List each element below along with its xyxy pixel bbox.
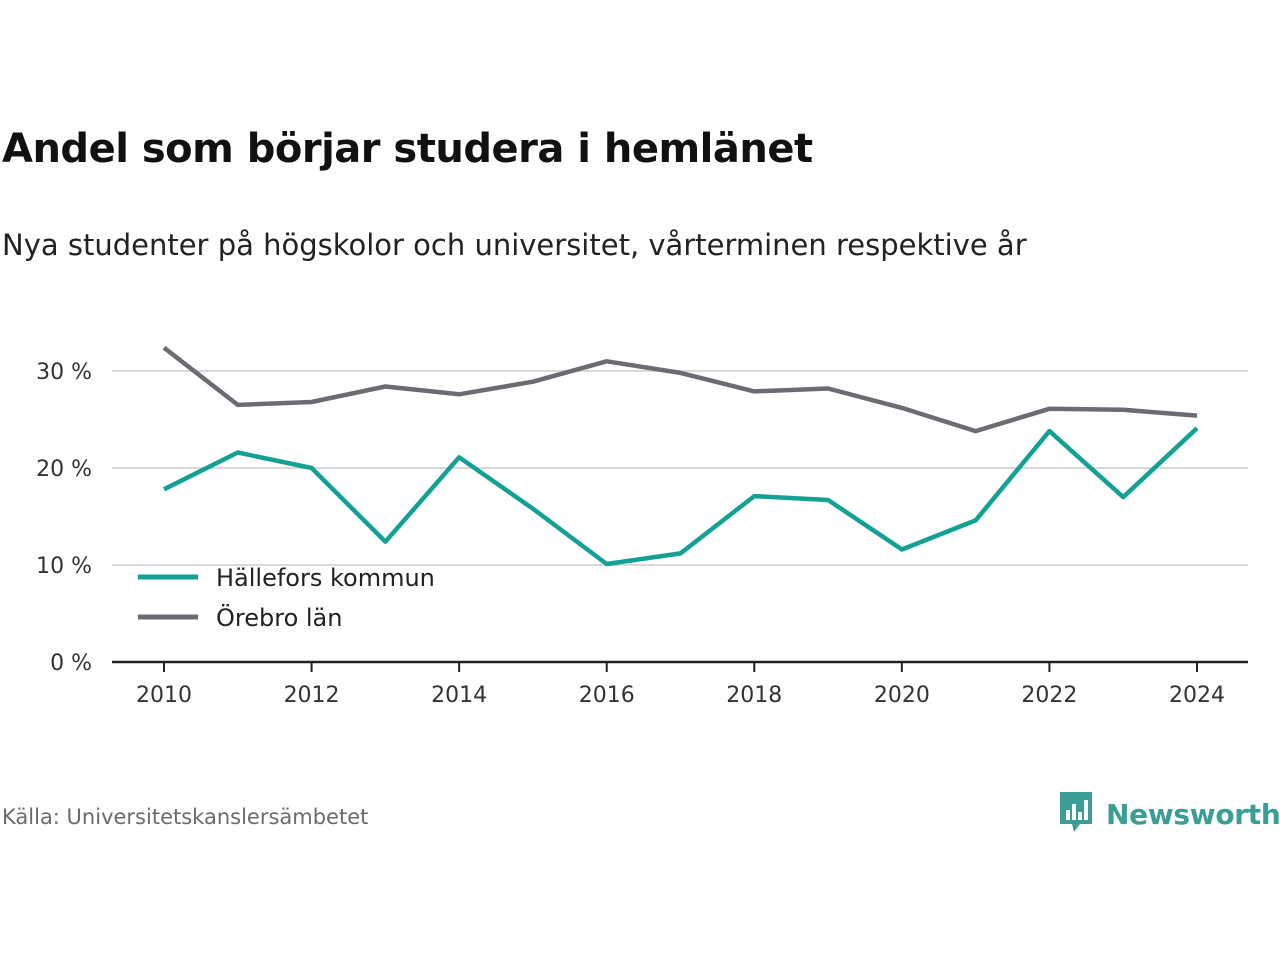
series-line-1 — [162, 345, 1198, 434]
x-tick-label: 2010 — [136, 683, 192, 708]
chart-subtitle: Nya studenter på högskolor och universit… — [2, 228, 1027, 262]
x-tick-label: 2016 — [579, 683, 635, 708]
y-tick-label: 20 % — [36, 457, 92, 482]
source-note: Källa: Universitetskanslersämbetet — [2, 805, 369, 829]
x-tick-label: 2024 — [1169, 683, 1225, 708]
newsworthy-logo-icon — [1058, 790, 1094, 838]
x-tick-label: 2022 — [1021, 683, 1077, 708]
chart-title: Andel som börjar studera i hemlänet — [2, 126, 813, 172]
x-tick-label: 2012 — [284, 683, 340, 708]
x-tick-label: 2020 — [874, 683, 930, 708]
y-axis-tick-labels: 0 % 10 % 20 % 30 % — [36, 360, 92, 676]
x-axis: 2010 2012 2014 2016 2018 2020 2022 2024 — [112, 660, 1248, 708]
brand-logo[interactable]: Newsworthy — [1058, 790, 1280, 838]
brand-name: Newsworthy — [1106, 797, 1280, 831]
line-chart: 0 % 10 % 20 % 30 % 2010 2012 2014 2016 2018 2020… — [36, 345, 1248, 708]
y-tick-label: 10 % — [36, 554, 92, 579]
y-tick-label: 0 % — [50, 651, 92, 676]
gridlines — [112, 370, 1248, 566]
series-lines — [162, 345, 1199, 567]
legend-label: Hällefors kommun — [216, 564, 435, 592]
legend: Hällefors kommun Örebro län — [138, 564, 435, 632]
y-tick-label: 30 % — [36, 360, 92, 385]
x-tick-label: 2018 — [726, 683, 782, 708]
x-tick-label: 2014 — [431, 683, 487, 708]
legend-label: Örebro län — [216, 603, 342, 632]
series-line-0 — [162, 426, 1199, 567]
